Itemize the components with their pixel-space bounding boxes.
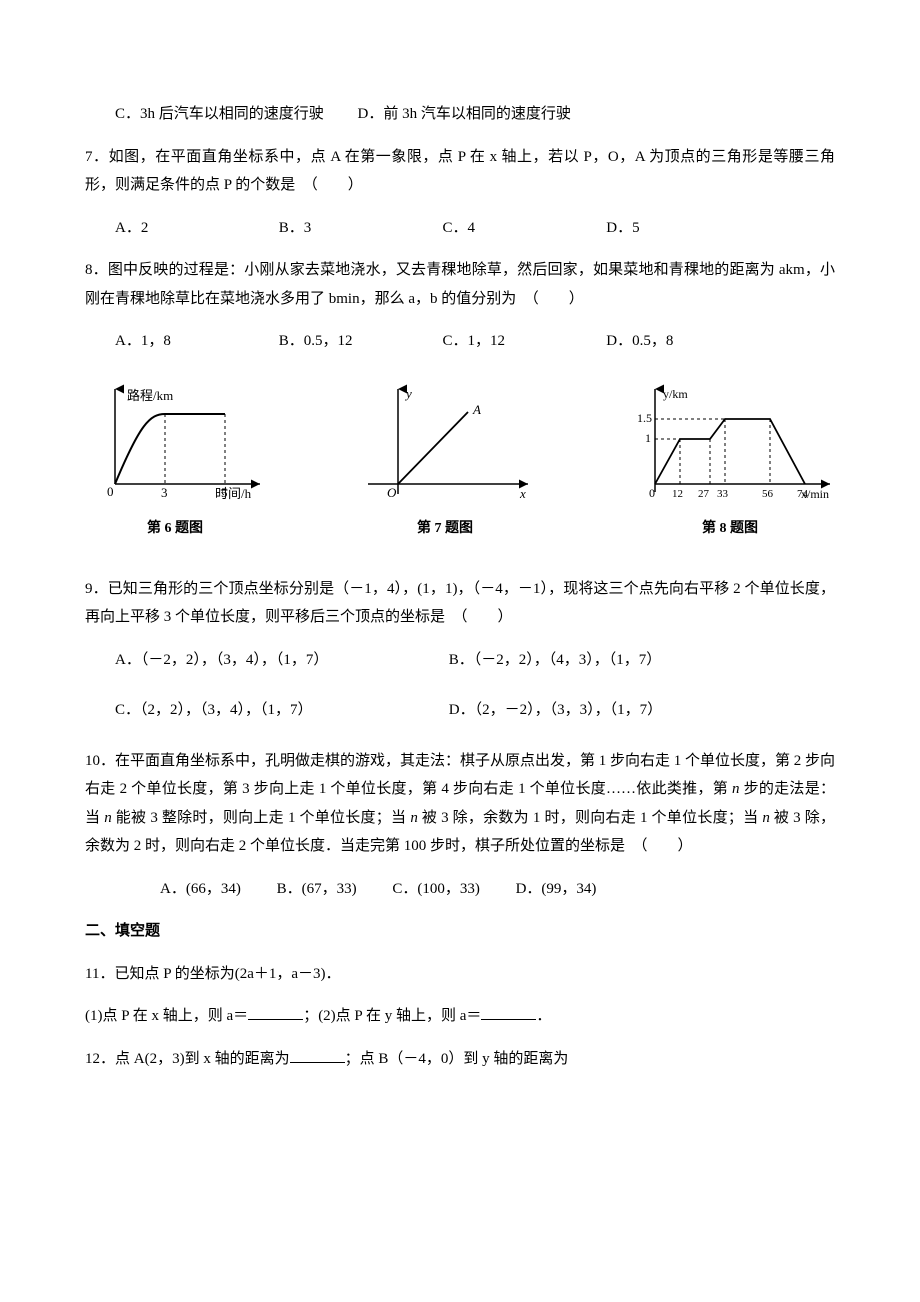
q7-opt-d: D．5 [606, 214, 736, 243]
q6-options-cd: C．3h 后汽车以相同的速度行驶 D．前 3h 汽车以相同的速度行驶 [85, 100, 835, 129]
fig6-caption: 第 6 题图 [85, 516, 265, 543]
svg-text:5: 5 [221, 485, 228, 500]
svg-text:3: 3 [161, 485, 168, 500]
q8-opt-a: A．1，8 [115, 327, 245, 356]
q8-opt-b: B．0.5，12 [279, 327, 409, 356]
q9-stem: 9．已知三角形的三个顶点坐标分别是（－1，4），(1，1)，（－4，－1），现将… [85, 575, 835, 632]
q7-options: A．2 B．3 C．4 D．5 [85, 214, 835, 243]
svg-text:0: 0 [649, 486, 655, 500]
svg-text:O: O [387, 485, 397, 500]
svg-text:12: 12 [672, 488, 683, 500]
q8-opt-d: D．0.5，8 [606, 327, 736, 356]
q9-options-cd: C．（2，2），（3，4），（1，7） D．（2，－2），（3，3），（1，7） [85, 696, 835, 733]
q9-options-ab: A．（－2，2），（3，4），（1，7） B．（－2，2），（4，3），（1，7… [85, 646, 835, 683]
q6-opt-c: C．3h 后汽车以相同的速度行驶 [115, 106, 324, 122]
svg-text:1.5: 1.5 [637, 411, 652, 425]
figure-7: A y x O 第 7 题图 [358, 384, 533, 543]
fig7-svg: A y x O [358, 384, 533, 502]
svg-text:路程/km: 路程/km [127, 388, 173, 403]
q7-opt-c: C．4 [443, 214, 573, 243]
section-2-heading: 二、填空题 [85, 917, 835, 946]
svg-text:33: 33 [717, 488, 729, 500]
figure-6: 路程/km 时间/h 0 3 5 第 6 题图 [85, 384, 265, 543]
q7-stem: 7．如图，在平面直角坐标系中，点 A 在第一象限，点 P 在 x 轴上，若以 P… [85, 143, 835, 200]
svg-text:74: 74 [797, 488, 809, 500]
q9-opt-d: D．（2，－2），（3，3），（1，7） [449, 696, 749, 725]
svg-text:A: A [472, 402, 481, 417]
svg-text:27: 27 [698, 488, 710, 500]
q10-opt-d: D．(99，34) [516, 875, 597, 904]
q8-opt-c: C．1，12 [443, 327, 573, 356]
q10-stem: 10．在平面直角坐标系中，孔明做走棋的游戏，其走法：棋子从原点出发，第 1 步向… [85, 747, 835, 861]
svg-text:x: x [519, 486, 526, 501]
figure-row: 路程/km 时间/h 0 3 5 第 6 题图 A y x O [85, 384, 835, 543]
q10-options: A．(66，34) B．(67，33) C．(100，33) D．(99，34) [85, 875, 835, 904]
q6-opt-d: D．前 3h 汽车以相同的速度行驶 [358, 106, 571, 122]
svg-text:0: 0 [107, 484, 114, 499]
figure-8: y/km x/min 1.5 1 0 12 27 33 56 74 第 8 题图 [625, 384, 835, 543]
q12-stem: 12．点 A(2，3)到 x 轴的距离为；点 B（－4，0）到 y 轴的距离为 [85, 1045, 835, 1074]
fig8-svg: y/km x/min 1.5 1 0 12 27 33 56 74 [625, 384, 835, 502]
fig8-caption: 第 8 题图 [625, 516, 835, 543]
q8-options: A．1，8 B．0.5，12 C．1，12 D．0.5，8 [85, 327, 835, 356]
svg-text:56: 56 [762, 488, 774, 500]
q12-blank-1 [290, 1048, 345, 1063]
q9-opt-a: A．（－2，2），（3，4），（1，7） [115, 646, 415, 675]
q10-opt-b: B．(67，33) [277, 875, 357, 904]
svg-text:y: y [404, 386, 412, 401]
q11-blank-2 [481, 1005, 536, 1020]
q11-stem: 11．已知点 P 的坐标为(2a＋1，a－3)． [85, 960, 835, 989]
fig7-caption: 第 7 题图 [358, 516, 533, 543]
q11-blank-1 [248, 1005, 303, 1020]
svg-text:y/km: y/km [663, 387, 688, 401]
q10-opt-c: C．(100，33) [392, 875, 480, 904]
fig6-svg: 路程/km 时间/h 0 3 5 [85, 384, 265, 502]
q11-parts: (1)点 P 在 x 轴上，则 a＝；(2)点 P 在 y 轴上，则 a＝． [85, 1002, 835, 1031]
q8-stem: 8．图中反映的过程是：小刚从家去菜地浇水，又去青稞地除草，然后回家，如果菜地和青… [85, 256, 835, 313]
q7-opt-a: A．2 [115, 214, 245, 243]
svg-text:1: 1 [645, 431, 651, 445]
q9-opt-c: C．（2，2），（3，4），（1，7） [115, 696, 415, 725]
q7-opt-b: B．3 [279, 214, 409, 243]
q9-opt-b: B．（－2，2），（4，3），（1，7） [449, 646, 749, 675]
q10-opt-a: A．(66，34) [160, 875, 241, 904]
